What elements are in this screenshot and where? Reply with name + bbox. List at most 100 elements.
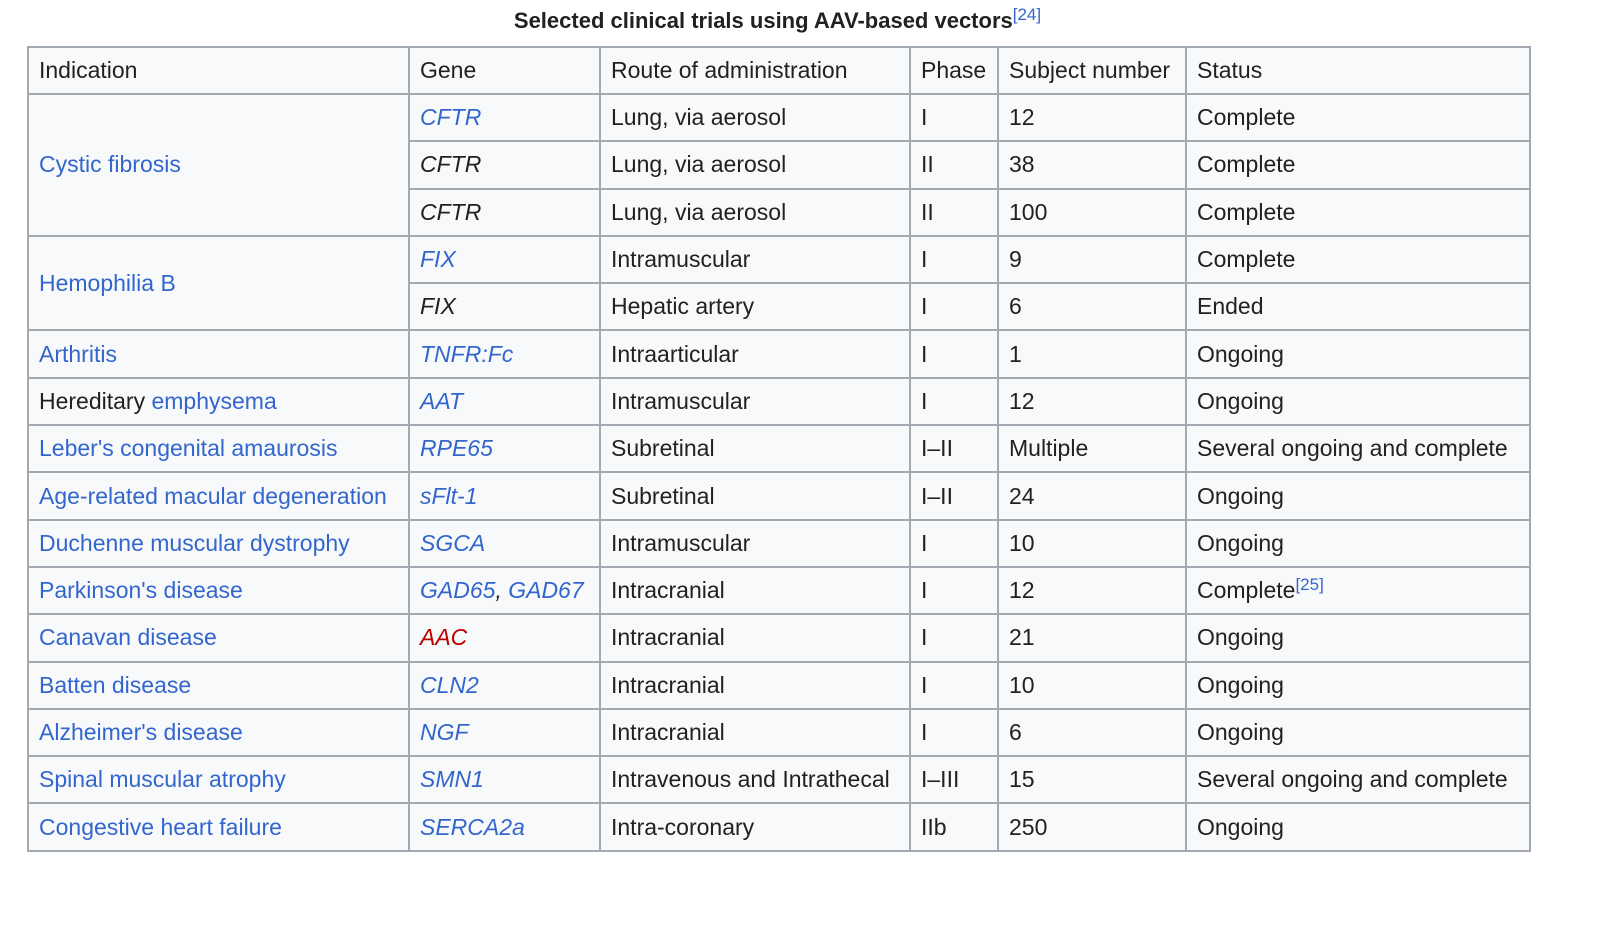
- column-header: Status: [1185, 46, 1531, 95]
- table-row: FIX Hepatic artery I 6 Ended: [28, 282, 1531, 332]
- link[interactable]: Spinal muscular atrophy: [39, 766, 286, 793]
- gene-cell: RPE65: [408, 424, 601, 474]
- reference[interactable]: [25]: [1295, 575, 1324, 595]
- table-row: Cystic fibrosis CFTR Lung, via aerosol I 12 C…: [27, 92, 1531, 237]
- link[interactable]: Canavan disease: [39, 624, 217, 651]
- status-text: Several ongoing and complete: [1197, 766, 1508, 793]
- link[interactable]: Parkinson's disease: [39, 577, 243, 604]
- text: CFTR: [420, 198, 482, 225]
- indication-cell: Arthritis: [27, 329, 410, 379]
- phase-cell: I: [909, 329, 999, 379]
- header-row: Indication Gene Route of administration Pha…: [27, 46, 1531, 95]
- status-text: Ongoing: [1197, 624, 1284, 651]
- subjects-cell: 9: [997, 234, 1187, 285]
- gene-cell: FIX: [408, 282, 601, 332]
- route-cell: Intraarticular: [599, 329, 911, 379]
- status-text: Ongoing: [1197, 387, 1284, 414]
- status-text: Ongoing: [1197, 529, 1284, 556]
- table-row: CFTR Lung, via aerosol II 38 Complete: [28, 140, 1531, 190]
- link[interactable]: Hemophilia B: [39, 269, 176, 296]
- phase-cell: II: [909, 187, 999, 237]
- link[interactable]: Age-related macular degeneration: [39, 482, 387, 509]
- gene-cell: CFTR: [408, 187, 601, 237]
- status-text: Complete: [1197, 577, 1296, 604]
- status-cell: Complete: [1185, 187, 1531, 237]
- gene-cell: NGF: [408, 707, 601, 758]
- status-cell: Ongoing: [1185, 613, 1531, 663]
- link[interactable]: Batten disease: [39, 671, 192, 698]
- indication-cell: Spinal muscular atrophy: [27, 755, 410, 805]
- column-header: Route of administration: [599, 46, 911, 95]
- text: ,: [495, 577, 509, 604]
- route-cell: Subretinal: [599, 471, 911, 521]
- indication-cell: Alzheimer's disease: [27, 707, 410, 758]
- link[interactable]: TNFR:Fc: [420, 340, 514, 367]
- link[interactable]: SMN1: [420, 766, 484, 793]
- status-text: Ended: [1197, 293, 1264, 320]
- subjects-cell: 24: [997, 471, 1187, 521]
- route-cell: Lung, via aerosol: [599, 92, 911, 143]
- link[interactable]: RPE65: [420, 435, 493, 462]
- link[interactable]: emphysema: [151, 387, 277, 414]
- phase-cell: I: [909, 234, 999, 285]
- gene-cell: CFTR: [408, 92, 601, 143]
- indication-cell: Cystic fibrosis: [27, 93, 410, 237]
- link[interactable]: CLN2: [420, 671, 479, 698]
- link[interactable]: AAT: [420, 387, 464, 414]
- table-row: Hereditary emphysema AAT Intramuscular I 12 O…: [27, 376, 1531, 427]
- gene-cell: AAC: [408, 613, 601, 663]
- subjects-cell: 10: [997, 660, 1187, 710]
- status-text: Several ongoing and complete: [1197, 435, 1508, 462]
- gene-cell: CFTR: [408, 140, 601, 190]
- status-text: Ongoing: [1197, 671, 1284, 698]
- table-row: Arthritis TNFR:Fc Intraarticular I 1 Ongoing: [27, 329, 1531, 379]
- route-cell: Intramuscular: [599, 376, 911, 427]
- table-row: Batten disease CLN2 Intracranial I 10 Ongoing: [27, 660, 1531, 710]
- table-row: Age-related macular degeneration sFlt-1 Su…: [27, 471, 1531, 521]
- gene-cell: AAT: [408, 376, 601, 427]
- link[interactable]: Arthritis: [39, 340, 117, 367]
- link[interactable]: GAD67: [508, 577, 584, 604]
- link[interactable]: FIX: [420, 246, 456, 273]
- table-row: Hemophilia B FIX Intramuscular I 9 Complete: [27, 234, 1531, 332]
- link[interactable]: Alzheimer's disease: [39, 719, 243, 745]
- route-cell: Subretinal: [599, 424, 911, 474]
- phase-cell: I–II: [909, 424, 999, 474]
- column-header: Subject number: [997, 46, 1187, 95]
- status-cell: Complete: [1185, 92, 1531, 143]
- status-text: Ongoing: [1197, 813, 1284, 840]
- link[interactable]: SGCA: [420, 529, 486, 556]
- phase-cell: I: [909, 565, 999, 616]
- route-cell: Intracranial: [599, 613, 911, 663]
- link[interactable]: CFTR: [420, 104, 482, 131]
- link[interactable]: GAD65: [420, 577, 496, 604]
- status-text: Complete: [1197, 198, 1296, 225]
- subjects-cell: 1: [997, 329, 1187, 379]
- link[interactable]: Cystic fibrosis: [39, 151, 181, 178]
- link[interactable]: SERCA2a: [420, 813, 525, 840]
- table-row: Spinal muscular atrophy SMN1 Intravenous a…: [27, 755, 1531, 805]
- indication-cell: Hereditary emphysema: [27, 376, 410, 427]
- phase-cell: I: [909, 613, 999, 663]
- status-cell: Complete: [1185, 234, 1531, 285]
- route-cell: Lung, via aerosol: [599, 140, 911, 190]
- route-cell: Intracranial: [599, 660, 911, 710]
- reference[interactable]: [24]: [1012, 5, 1042, 24]
- status-text: Ongoing: [1197, 482, 1284, 509]
- link[interactable]: AAC: [420, 624, 468, 651]
- table-row: Congestive heart failure SERCA2a Intra-cor…: [27, 802, 1531, 852]
- table-row: Canavan disease AAC Intracranial I 21 Ongoing: [27, 613, 1531, 663]
- status-text: Complete: [1197, 104, 1296, 131]
- link[interactable]: Duchenne muscular dystrophy: [39, 529, 350, 556]
- gene-cell: FIX: [408, 234, 601, 285]
- phase-cell: I: [909, 282, 999, 332]
- phase-cell: I: [909, 707, 999, 758]
- link[interactable]: Leber's congenital amaurosis: [39, 435, 338, 462]
- link[interactable]: Congestive heart failure: [39, 813, 282, 840]
- caption-text: Selected clinical trials using AAV-based…: [513, 8, 1013, 33]
- subjects-cell: 15: [997, 755, 1187, 805]
- link[interactable]: NGF: [420, 719, 469, 745]
- link[interactable]: sFlt-1: [420, 482, 478, 509]
- column-header: Gene: [408, 46, 601, 95]
